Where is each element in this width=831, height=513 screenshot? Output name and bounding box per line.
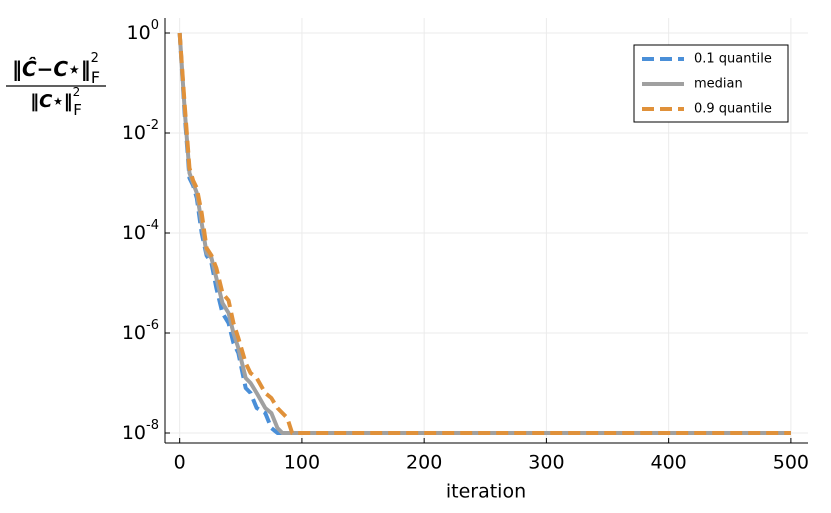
y-label-denominator: ‖C⋆‖2 F xyxy=(30,85,82,119)
tick-exponent: -6 xyxy=(146,318,159,333)
legend-label: 0.9 quantile xyxy=(694,102,772,117)
subscript: F xyxy=(91,68,100,87)
y-tick-label: 10-2 xyxy=(122,117,159,143)
tick-base: 10 xyxy=(122,221,146,243)
x-tick-label: 400 xyxy=(651,452,687,474)
y-tick-label: 10-8 xyxy=(122,418,159,444)
tick-base: 10 xyxy=(122,322,146,344)
x-tick-label: 300 xyxy=(528,452,564,474)
tick-base: 10 xyxy=(122,121,146,143)
y-tick-label: 10-6 xyxy=(122,318,159,344)
subscript: F xyxy=(73,101,82,119)
y-tick-label: 10-4 xyxy=(122,217,159,243)
numerator: ‖Ĉ−C⋆‖ xyxy=(12,57,91,81)
x-tick-label: 100 xyxy=(284,452,320,474)
y-tick-label: 100 xyxy=(127,17,159,43)
tick-exponent: -4 xyxy=(146,217,159,232)
legend-label: median xyxy=(694,77,743,92)
series-line xyxy=(177,32,791,436)
tick-exponent: 0 xyxy=(151,17,159,32)
legend-label: 0.1 quantile xyxy=(694,52,772,67)
tick-exponent: -2 xyxy=(146,117,159,132)
tick-base: 10 xyxy=(127,21,151,43)
y-label-numerator: ‖Ĉ−C⋆‖2 F xyxy=(12,51,100,87)
tick-exponent: -8 xyxy=(146,418,159,433)
x-axis-label: iteration xyxy=(446,481,526,503)
x-tick-label: 500 xyxy=(773,452,809,474)
denominator: ‖C⋆‖ xyxy=(30,91,72,112)
tick-base: 10 xyxy=(122,422,146,444)
superscript: 2 xyxy=(73,85,81,99)
x-tick-label: 200 xyxy=(406,452,442,474)
x-tick-label: 0 xyxy=(174,452,186,474)
superscript: 2 xyxy=(91,51,99,66)
series-line xyxy=(177,32,791,436)
y-axis-label: ‖Ĉ−C⋆‖2 F ‖C⋆‖2 F xyxy=(6,51,106,119)
